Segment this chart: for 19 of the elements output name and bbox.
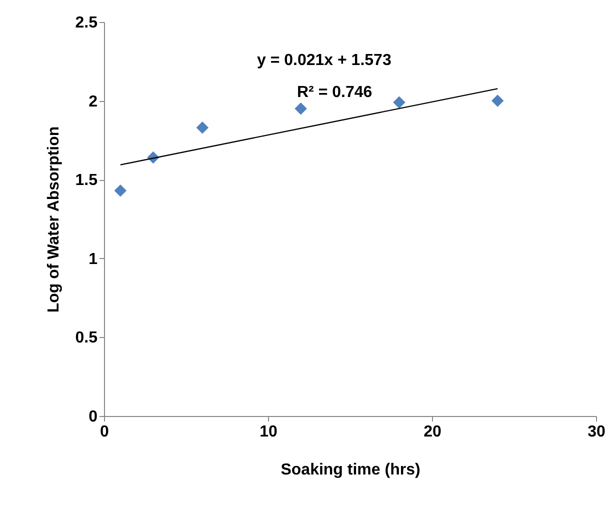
point xyxy=(114,184,127,197)
x-tick-label: 0 xyxy=(100,424,110,440)
y-tick-label: 0 xyxy=(88,408,98,426)
annotation: R² = 0.746 xyxy=(297,84,372,101)
y-tick-label: 1 xyxy=(88,250,98,268)
x-axis-title: Soaking time (hrs) xyxy=(280,462,420,478)
x-tick-label: 10 xyxy=(260,424,278,440)
point xyxy=(196,121,209,134)
y-tick-label: 0.5 xyxy=(75,330,98,347)
y-axis-title: Log of Water Absorption xyxy=(45,126,62,313)
annotation: y = 0.021x + 1.573 xyxy=(257,52,392,69)
x-tick-label: 20 xyxy=(424,424,442,440)
point xyxy=(491,94,504,107)
point xyxy=(294,102,307,115)
y-tick-label: 2 xyxy=(88,93,98,110)
y-tick-label: 2.5 xyxy=(75,14,98,32)
point xyxy=(393,96,406,108)
y-tick-label: 1.5 xyxy=(75,172,98,190)
x-tick-label: 30 xyxy=(588,424,606,440)
